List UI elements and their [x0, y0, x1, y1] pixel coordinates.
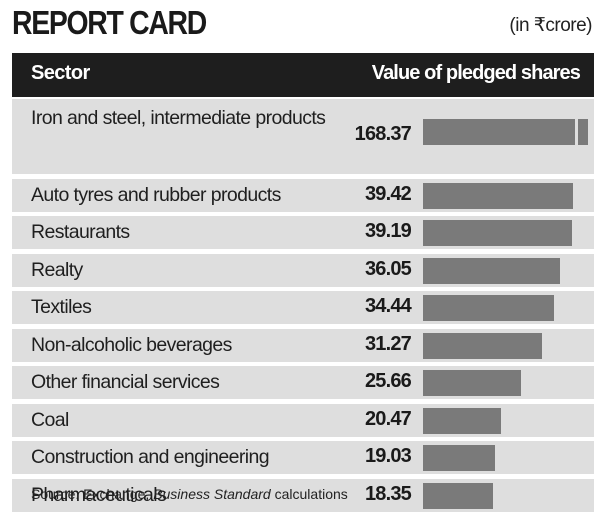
- bar: [423, 119, 575, 145]
- table-row: Coal 20.47: [12, 403, 594, 437]
- table-header: Sector Value of pledged shares: [12, 53, 594, 97]
- bar: [423, 370, 521, 396]
- sector-label: Coal: [31, 408, 69, 431]
- value-label: 168.37: [354, 123, 412, 145]
- value-label: 31.27: [364, 332, 412, 355]
- table-row: Pharmaceuticals 18.35: [12, 478, 594, 512]
- bar: [423, 295, 554, 321]
- unit-note: (in ₹crore): [509, 15, 592, 36]
- bar: [423, 407, 501, 434]
- bar: [423, 220, 572, 246]
- sector-label: Pharmaceuticals: [31, 483, 167, 506]
- sector-label: Non-alcoholic beverages: [31, 333, 232, 356]
- table-row: Iron and steel, intermediate products 168…: [12, 99, 594, 174]
- sector-label: Iron and steel, intermediate products: [31, 107, 326, 129]
- bar: [423, 332, 542, 359]
- value-label: 19.03: [364, 445, 412, 467]
- bar-axis-break-segment: [578, 119, 588, 145]
- source-publication: Business Standard: [153, 486, 271, 502]
- bar: [423, 482, 493, 509]
- sector-label: Auto tyres and rubber products: [31, 183, 281, 206]
- value-label: 18.35: [364, 482, 412, 505]
- sector-label: Realty: [31, 258, 83, 281]
- table-row: Construction and engineering 19.03: [12, 441, 594, 474]
- value-label: 39.19: [364, 220, 412, 242]
- source-suffix: calculations: [270, 486, 348, 502]
- table-row: Realty 36.05: [12, 253, 594, 287]
- header-sector: Sector: [31, 62, 90, 84]
- chart-title: REPORT CARD: [12, 4, 207, 41]
- bar: [423, 257, 560, 284]
- table-row: Restaurants 39.19: [12, 216, 594, 249]
- source-prefix: Source: Exchange,: [31, 486, 154, 502]
- value-label: 36.05: [364, 257, 412, 280]
- source-note: Source: Exchange, Business Standard calc…: [31, 486, 348, 502]
- table-row: Textiles 34.44: [12, 291, 594, 324]
- table-row: Other financial services 25.66: [12, 366, 594, 399]
- bar: [423, 182, 573, 209]
- value-label: 25.66: [364, 370, 412, 392]
- table-row: Auto tyres and rubber products 39.42: [12, 178, 594, 212]
- sector-label: Construction and engineering: [31, 446, 270, 468]
- value-label: 39.42: [364, 182, 412, 205]
- sector-label: Textiles: [31, 296, 92, 318]
- bar: [423, 445, 495, 471]
- header-value: Value of pledged shares: [371, 62, 581, 84]
- sector-label: Restaurants: [31, 221, 130, 243]
- value-label: 20.47: [364, 407, 412, 430]
- value-label: 34.44: [364, 295, 412, 317]
- table-row: Non-alcoholic beverages 31.27: [12, 328, 594, 362]
- sector-label: Other financial services: [31, 371, 220, 393]
